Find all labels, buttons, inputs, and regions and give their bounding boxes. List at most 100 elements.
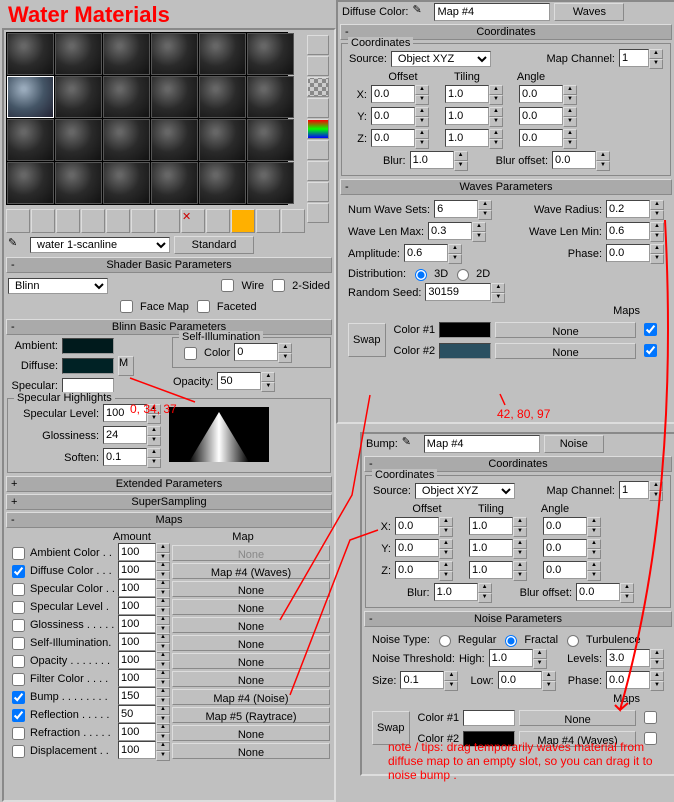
x-tiling-spinner[interactable] bbox=[469, 517, 513, 535]
noise-turb-radio[interactable] bbox=[567, 635, 579, 647]
make-unique-icon[interactable] bbox=[131, 209, 155, 233]
wave-len-min-spinner[interactable] bbox=[606, 222, 650, 240]
mat-swatch[interactable] bbox=[7, 162, 54, 204]
map-slot-button[interactable]: Map #4 (Waves) bbox=[172, 563, 330, 579]
map-amount-spinner[interactable] bbox=[118, 705, 156, 723]
pick-icon[interactable]: ✎ bbox=[402, 435, 420, 453]
opacity-spinner[interactable] bbox=[217, 372, 261, 390]
supersampling-rollout[interactable]: +SuperSampling bbox=[6, 494, 332, 510]
make-copy-icon[interactable] bbox=[106, 209, 130, 233]
blur-spinner[interactable] bbox=[434, 583, 478, 601]
self-illum-checkbox[interactable] bbox=[184, 347, 197, 360]
mat-swatch[interactable] bbox=[103, 33, 150, 75]
pick-icon[interactable]: ✎ bbox=[8, 236, 26, 254]
map-amount-spinner[interactable] bbox=[118, 561, 156, 579]
make-preview-icon[interactable] bbox=[307, 140, 329, 160]
noise-regular-radio[interactable] bbox=[439, 635, 451, 647]
map-type-button[interactable]: Waves bbox=[554, 3, 624, 21]
put-to-lib-icon[interactable] bbox=[156, 209, 180, 233]
map-amount-spinner[interactable] bbox=[118, 669, 156, 687]
mat-swatch[interactable] bbox=[151, 76, 198, 118]
x-offset-spinner[interactable] bbox=[371, 85, 415, 103]
map-name-input[interactable] bbox=[424, 435, 540, 453]
z-offset-spinner[interactable] bbox=[395, 561, 439, 579]
x-offset-spinner[interactable] bbox=[395, 517, 439, 535]
map-amount-spinner[interactable] bbox=[118, 723, 156, 741]
map-on-checkbox[interactable] bbox=[12, 583, 25, 596]
face-map-checkbox[interactable] bbox=[120, 300, 133, 313]
get-material-icon[interactable] bbox=[6, 209, 30, 233]
maps-rollout[interactable]: -Maps bbox=[6, 512, 332, 528]
extended-rollout[interactable]: +Extended Parameters bbox=[6, 476, 332, 492]
x-angle-spinner[interactable] bbox=[519, 85, 563, 103]
map-slot-button[interactable]: None bbox=[172, 671, 330, 687]
wave-map1-checkbox[interactable] bbox=[644, 323, 657, 336]
video-color-icon[interactable] bbox=[307, 119, 329, 139]
map-slot-button[interactable]: Map #5 (Raytrace) bbox=[172, 707, 330, 723]
map-on-checkbox[interactable] bbox=[12, 745, 25, 758]
map-channel-spinner[interactable] bbox=[619, 481, 649, 499]
dist-2d-radio[interactable] bbox=[457, 269, 469, 281]
options-icon[interactable] bbox=[307, 161, 329, 181]
wave-len-max-spinner[interactable] bbox=[428, 222, 472, 240]
map-amount-spinner[interactable] bbox=[118, 633, 156, 651]
map-on-checkbox[interactable] bbox=[12, 655, 25, 668]
map-on-checkbox[interactable] bbox=[12, 565, 25, 578]
source-select[interactable]: Object XYZ bbox=[391, 51, 491, 67]
map-slot-button[interactable]: None bbox=[172, 617, 330, 633]
map-on-checkbox[interactable] bbox=[12, 727, 25, 740]
source-select[interactable]: Object XYZ bbox=[415, 483, 515, 499]
mat-swatch[interactable] bbox=[199, 119, 246, 161]
map-amount-spinner[interactable] bbox=[118, 597, 156, 615]
sample-type-icon[interactable] bbox=[307, 35, 329, 55]
random-seed-spinner[interactable] bbox=[425, 283, 491, 301]
shader-rollout[interactable]: -Shader Basic Parameters bbox=[6, 257, 332, 273]
map-slot-button[interactable]: None bbox=[172, 653, 330, 669]
map-amount-spinner[interactable] bbox=[118, 543, 156, 561]
mat-swatch[interactable] bbox=[103, 162, 150, 204]
wave-color1[interactable] bbox=[439, 322, 491, 338]
mat-swatch[interactable] bbox=[55, 119, 102, 161]
swap-button[interactable]: Swap bbox=[348, 323, 386, 357]
map-slot-button[interactable]: None bbox=[172, 581, 330, 597]
sample-uv-icon[interactable] bbox=[307, 98, 329, 118]
x-tiling-spinner[interactable] bbox=[445, 85, 489, 103]
select-by-mat-icon[interactable] bbox=[307, 182, 329, 202]
assign-icon[interactable] bbox=[56, 209, 80, 233]
wave-color2[interactable] bbox=[439, 343, 491, 359]
z-angle-spinner[interactable] bbox=[519, 129, 563, 147]
show-end-result-icon[interactable] bbox=[231, 209, 255, 233]
y-offset-spinner[interactable] bbox=[371, 107, 415, 125]
mat-swatch[interactable] bbox=[151, 162, 198, 204]
z-tiling-spinner[interactable] bbox=[445, 129, 489, 147]
mat-swatch[interactable] bbox=[151, 119, 198, 161]
map-slot-button[interactable]: None bbox=[172, 743, 330, 759]
gloss-spinner[interactable] bbox=[103, 426, 147, 444]
pick-icon[interactable]: ✎ bbox=[412, 3, 430, 21]
noise-fractal-radio[interactable] bbox=[505, 635, 517, 647]
shader-select[interactable]: Blinn bbox=[8, 278, 108, 294]
mat-swatch[interactable] bbox=[247, 33, 294, 75]
map-channel-spinner[interactable] bbox=[619, 49, 649, 67]
diffuse-map-shortcut[interactable]: M bbox=[118, 356, 134, 376]
y-angle-spinner[interactable] bbox=[543, 539, 587, 557]
noise-map1-button[interactable]: None bbox=[519, 710, 636, 726]
go-forward-icon[interactable] bbox=[281, 209, 305, 233]
y-angle-spinner[interactable] bbox=[519, 107, 563, 125]
mat-swatch[interactable] bbox=[55, 33, 102, 75]
map-amount-spinner[interactable] bbox=[118, 741, 156, 759]
map-amount-spinner[interactable] bbox=[118, 615, 156, 633]
blur-offset-spinner[interactable] bbox=[552, 151, 596, 169]
mat-swatch[interactable] bbox=[103, 119, 150, 161]
backlight-icon[interactable] bbox=[307, 56, 329, 76]
mat-swatch[interactable] bbox=[199, 162, 246, 204]
map-name-input[interactable] bbox=[434, 3, 550, 21]
y-tiling-spinner[interactable] bbox=[469, 539, 513, 557]
num-wave-spinner[interactable] bbox=[434, 200, 478, 218]
noise-rollout[interactable]: -Noise Parameters bbox=[364, 611, 672, 627]
mat-swatch[interactable] bbox=[247, 162, 294, 204]
noise-color1[interactable] bbox=[463, 710, 515, 726]
waves-rollout[interactable]: -Waves Parameters bbox=[340, 179, 672, 195]
go-parent-icon[interactable] bbox=[256, 209, 280, 233]
noise-low-spinner[interactable] bbox=[498, 671, 542, 689]
